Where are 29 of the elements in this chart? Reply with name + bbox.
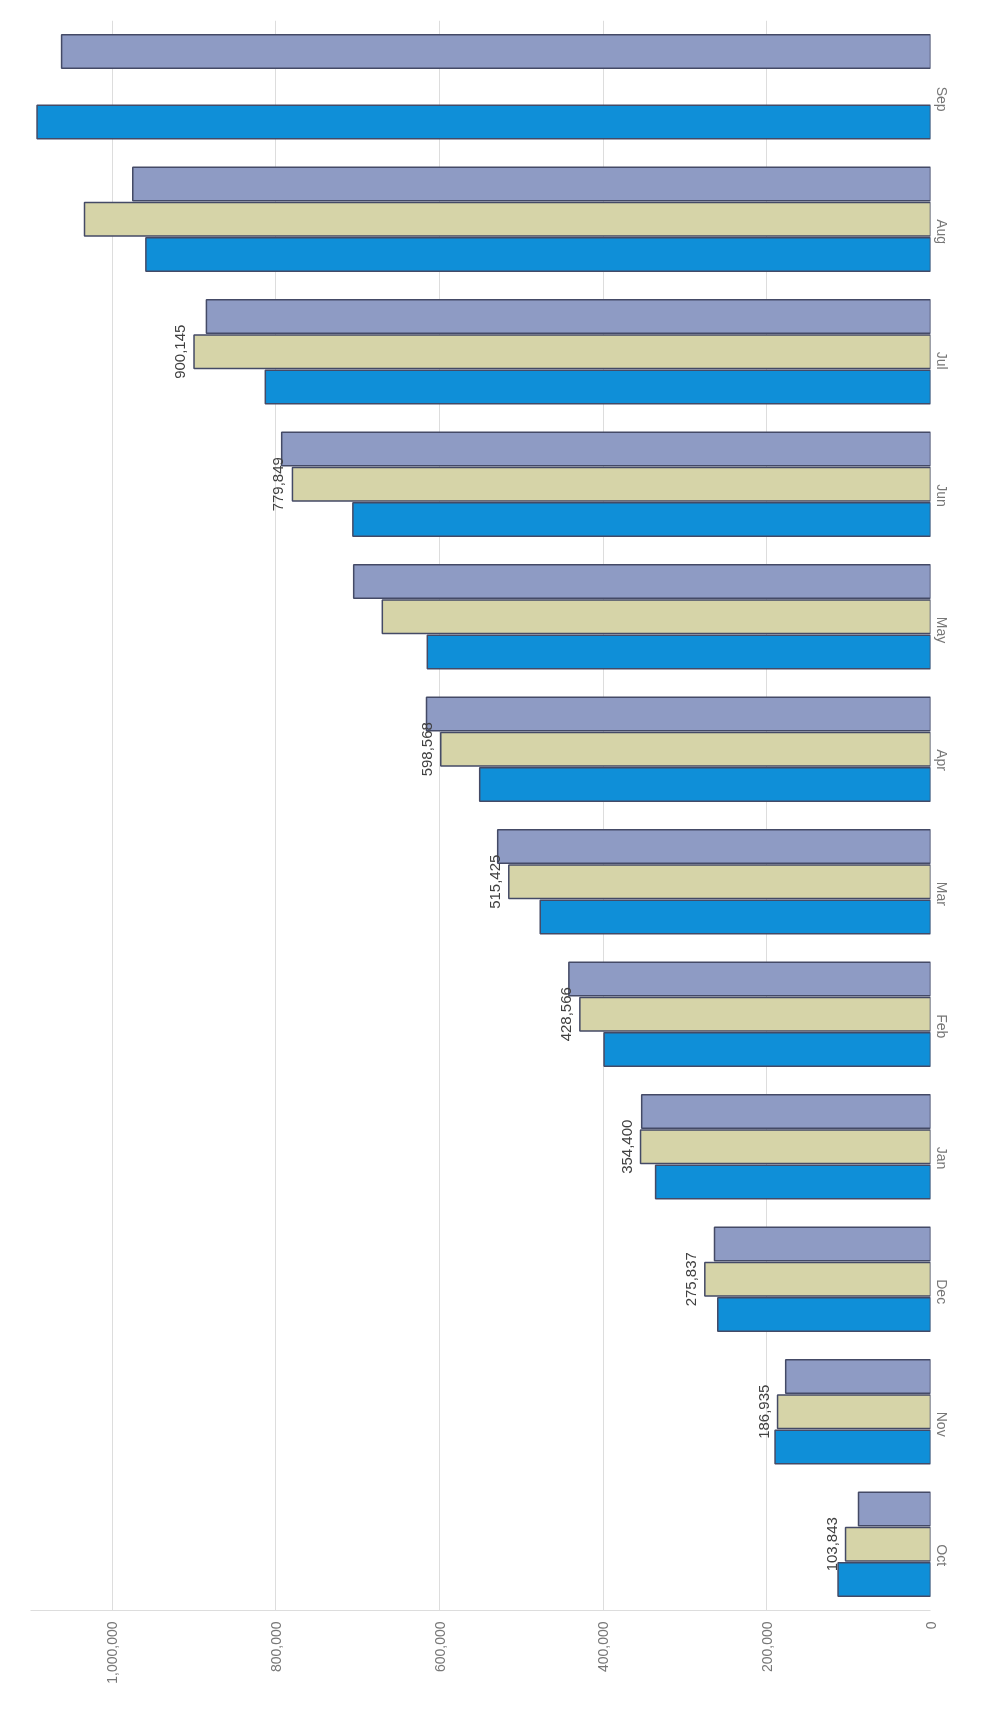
x-tick-label: 200,000 [758,1621,775,1673]
y-tick-label: Nov [933,1411,950,1437]
y-tick-label: Mar [933,881,950,907]
x-tick-label: 600,000 [431,1621,448,1673]
y-tick-label: Jul [933,351,950,370]
y-tick-label: Sep [933,86,950,112]
data-label: 515,425 [485,854,503,909]
y-tick-label: Jan [933,1146,950,1170]
data-label: 103,843 [822,1517,840,1572]
data-label: 428,566 [556,987,574,1042]
y-tick-label: Feb [933,1014,950,1039]
x-tick-label: 1,000,000 [104,1621,121,1684]
bar [36,104,931,140]
y-tick-label: Aug [933,219,950,245]
data-label: 900,145 [171,324,189,379]
x-tick-label: 0 [922,1621,939,1630]
data-label: 186,935 [754,1384,772,1439]
bar [60,33,931,69]
y-tick-label: Jun [933,484,950,507]
y-tick-label: May [933,616,950,644]
data-label: 354,400 [617,1119,635,1174]
data-label: 779,849 [269,457,287,512]
y-tick-label: Oct [933,1544,950,1567]
x-tick-label: 800,000 [267,1621,284,1673]
data-label: 598,568 [417,722,435,777]
y-tick-label: Dec [933,1279,950,1305]
data-label: 275,837 [681,1252,699,1307]
x-tick-label: 400,000 [595,1621,612,1673]
y-tick-label: Apr [933,749,950,772]
